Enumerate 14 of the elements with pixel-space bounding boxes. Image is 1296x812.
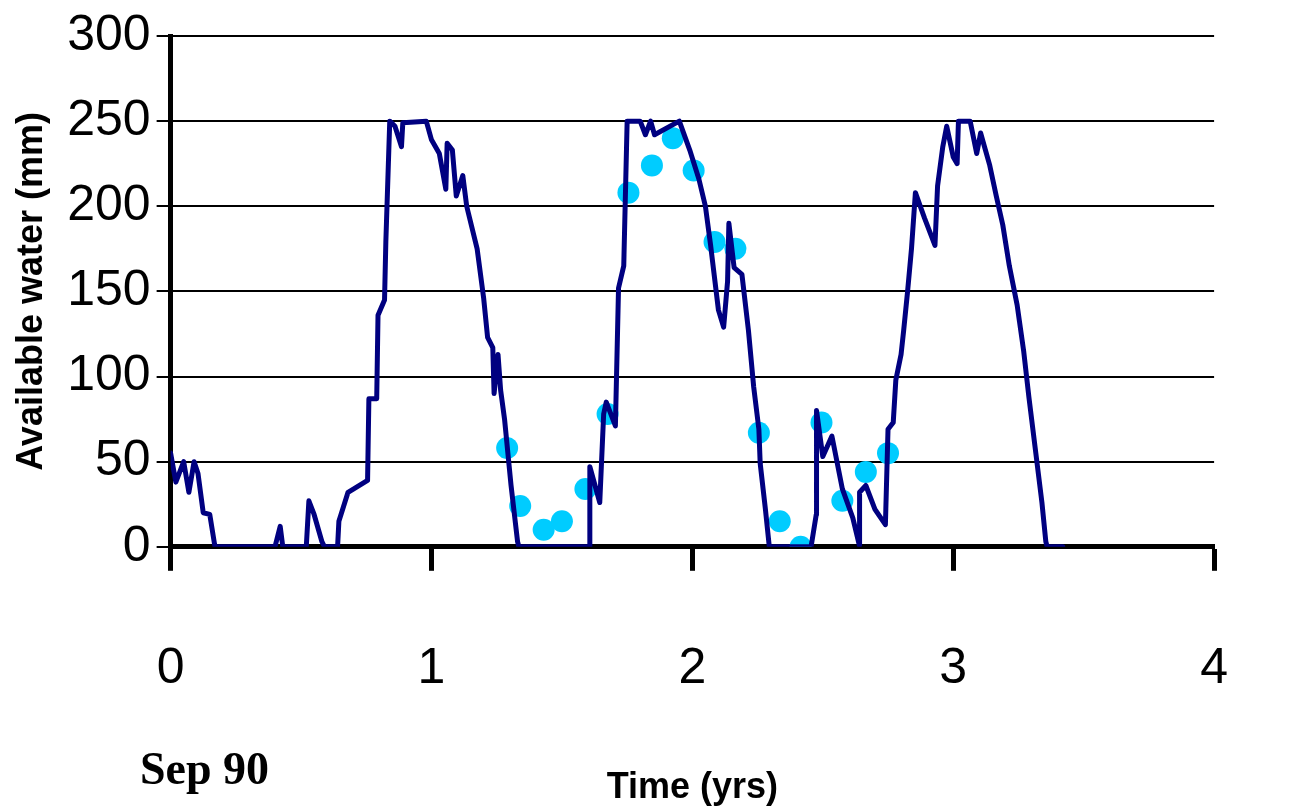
y-tick-label: 50 <box>95 430 151 487</box>
y-tick-label: 250 <box>67 89 151 146</box>
y-axis-title: Available water (mm) <box>8 112 50 471</box>
text: Sep 90 <box>140 742 270 795</box>
x-tick-label: 4 <box>1200 637 1228 694</box>
y-tick-label: 0 <box>122 515 151 572</box>
y-tick-label: 300 <box>67 4 151 61</box>
x-tick-label: 3 <box>939 637 968 694</box>
x-tick-label: 2 <box>678 637 707 694</box>
y-tick-label: 150 <box>67 260 151 317</box>
x-axis-title: Time (yrs) <box>606 765 779 807</box>
y-tick-label: 100 <box>67 345 151 402</box>
y-tick-label: 200 <box>67 175 151 232</box>
x-tick-label: 1 <box>417 637 446 694</box>
